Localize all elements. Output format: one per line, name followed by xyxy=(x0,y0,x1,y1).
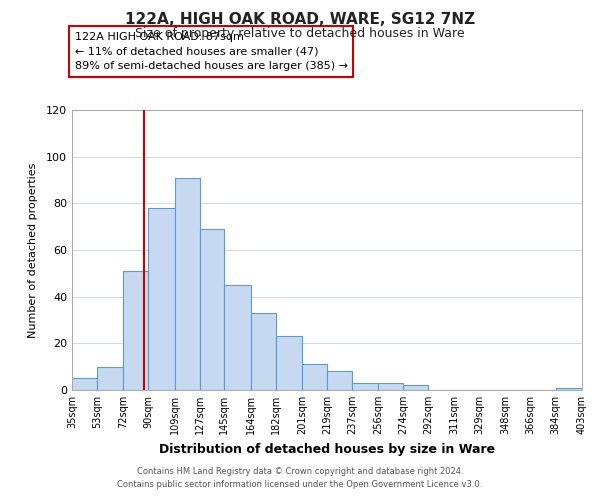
Text: 122A, HIGH OAK ROAD, WARE, SG12 7NZ: 122A, HIGH OAK ROAD, WARE, SG12 7NZ xyxy=(125,12,475,28)
Y-axis label: Number of detached properties: Number of detached properties xyxy=(28,162,38,338)
Text: Contains public sector information licensed under the Open Government Licence v3: Contains public sector information licen… xyxy=(118,480,482,489)
Text: Size of property relative to detached houses in Ware: Size of property relative to detached ho… xyxy=(135,28,465,40)
Bar xyxy=(72,378,97,390)
Bar xyxy=(148,208,175,390)
Bar xyxy=(123,271,148,390)
Text: 122A HIGH OAK ROAD: 87sqm
← 11% of detached houses are smaller (47)
89% of semi-: 122A HIGH OAK ROAD: 87sqm ← 11% of detac… xyxy=(74,32,347,71)
Text: Contains HM Land Registry data © Crown copyright and database right 2024.: Contains HM Land Registry data © Crown c… xyxy=(137,467,463,476)
X-axis label: Distribution of detached houses by size in Ware: Distribution of detached houses by size … xyxy=(159,442,495,456)
Bar xyxy=(251,313,276,390)
Bar xyxy=(352,383,378,390)
Bar xyxy=(556,388,582,390)
Bar xyxy=(199,229,224,390)
Bar xyxy=(403,386,428,390)
Bar xyxy=(276,336,302,390)
Bar xyxy=(224,285,251,390)
Bar xyxy=(302,364,327,390)
Bar xyxy=(327,372,352,390)
Bar xyxy=(97,366,123,390)
Bar xyxy=(378,383,403,390)
Bar xyxy=(175,178,199,390)
